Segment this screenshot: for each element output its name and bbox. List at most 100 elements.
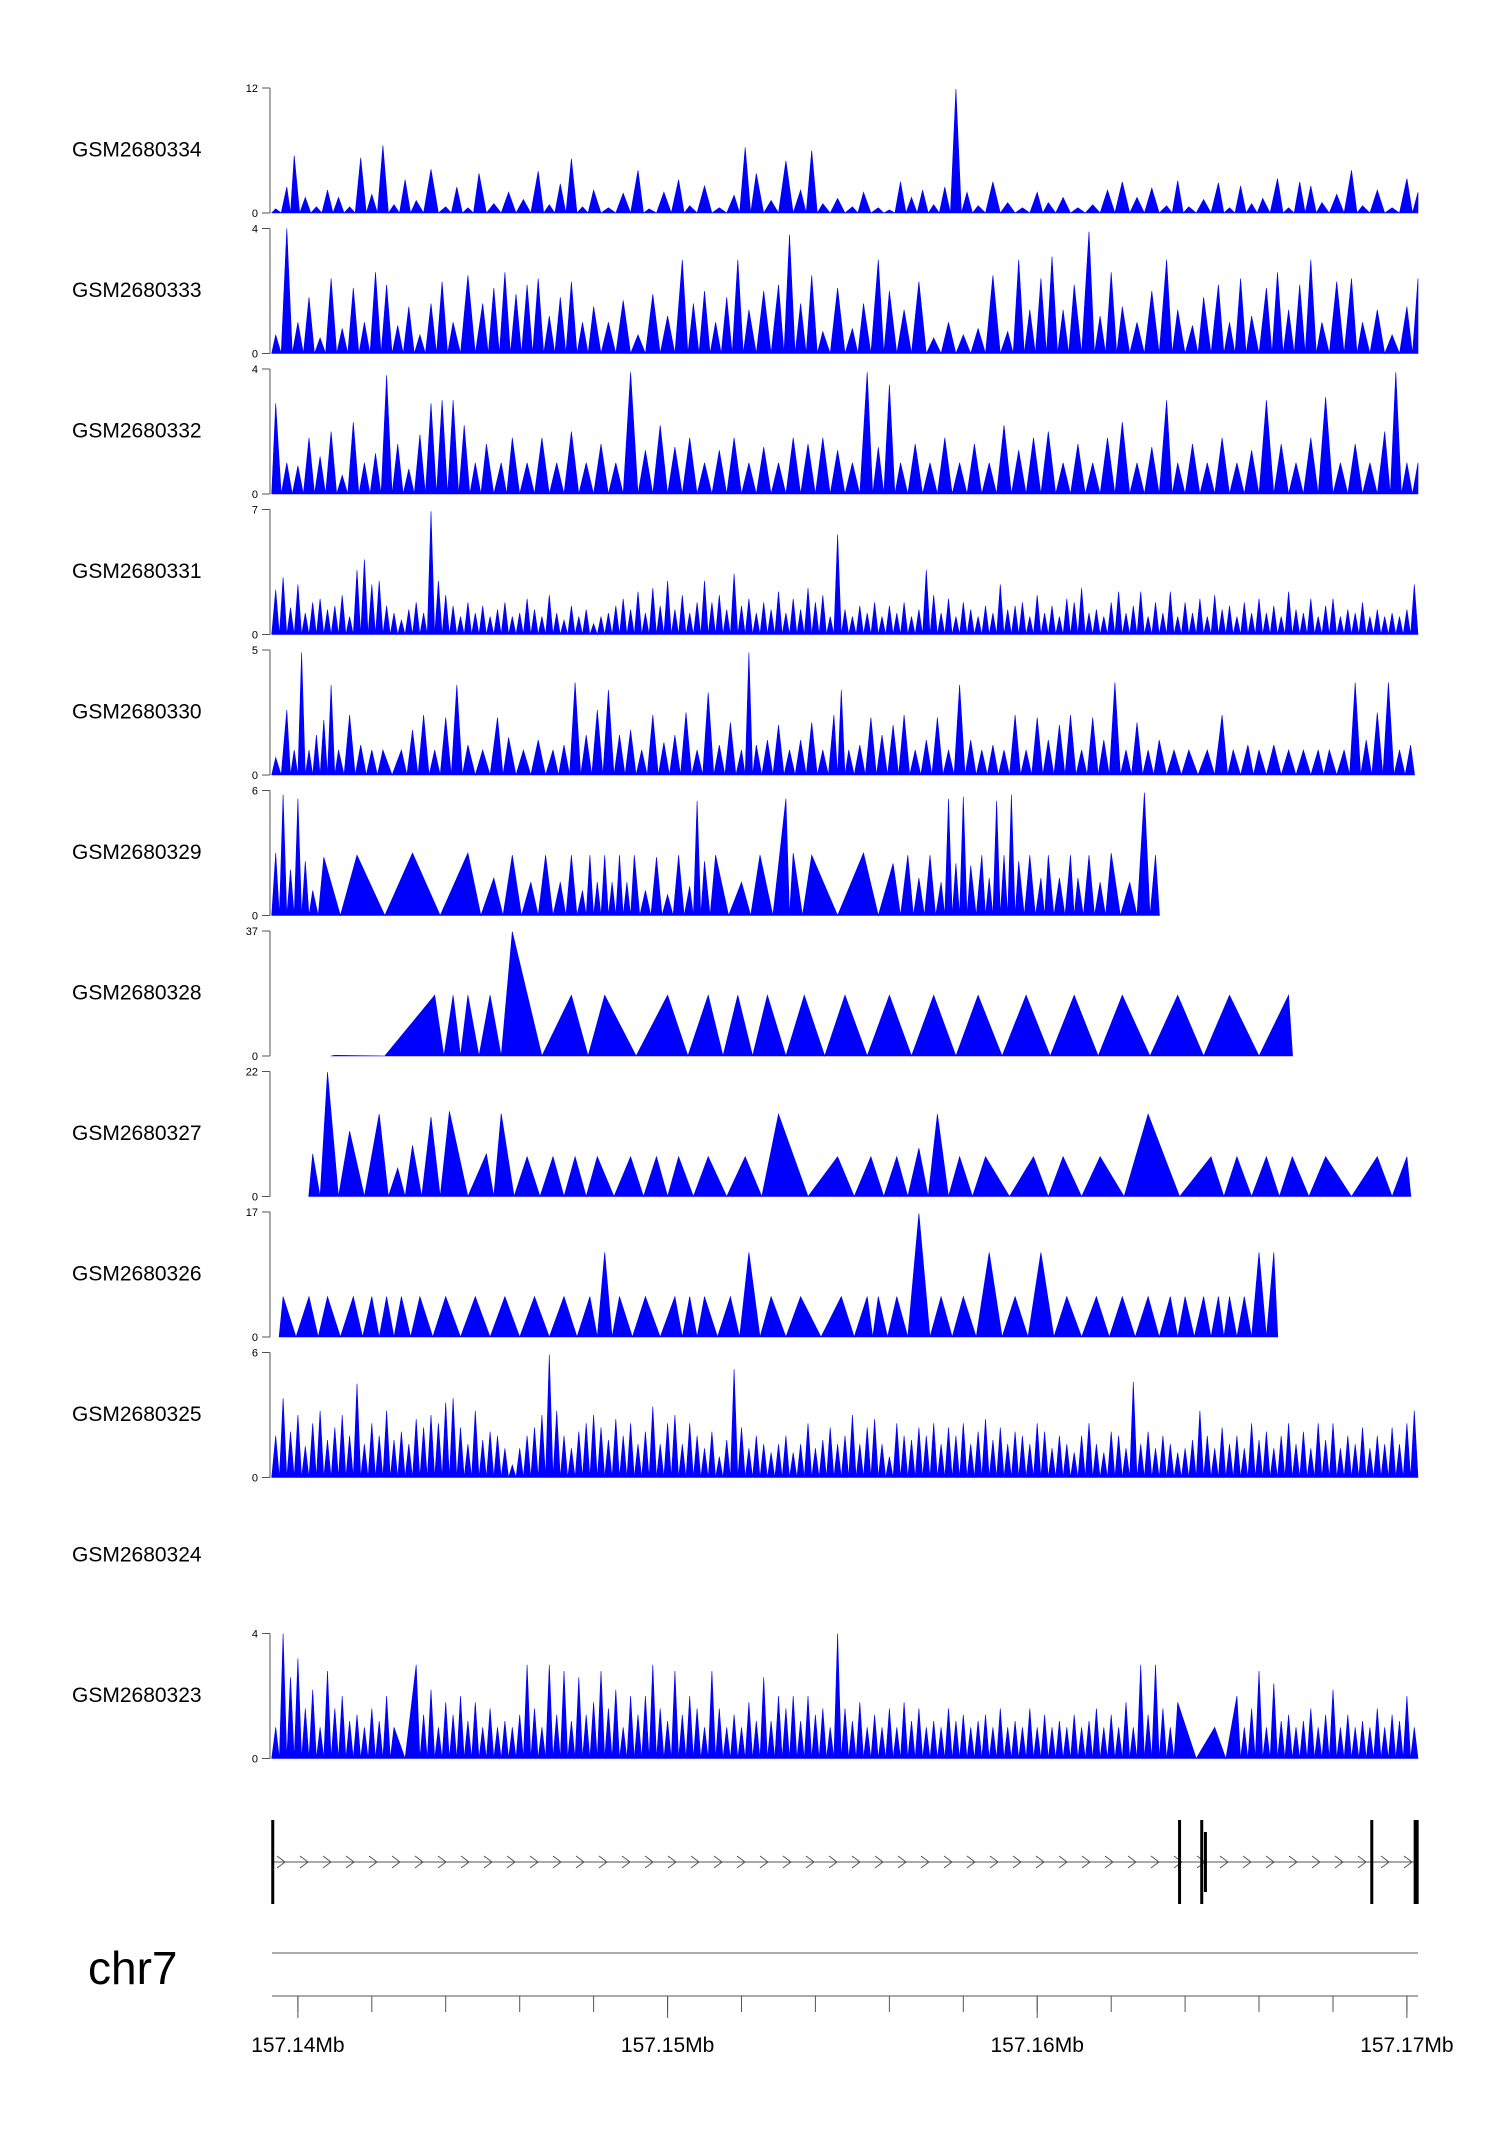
axis-tick-label: 157.16Mb (990, 2034, 1083, 2057)
strand-arrow-icon (828, 1855, 838, 1869)
signal-area (271, 511, 1419, 636)
track-GSM2680327: GSM2680327 22 0 (72, 1067, 1412, 1204)
track-GSM2680328: GSM2680328 37 0 (72, 926, 1293, 1063)
track-GSM2680333: GSM2680333 4 0 (72, 224, 1419, 361)
strand-arrow-icon (1081, 1855, 1091, 1869)
strand-arrow-icon (1311, 1855, 1321, 1869)
y-min-label: 0 (252, 1192, 258, 1204)
strand-arrow-icon (920, 1855, 930, 1869)
y-min-label: 0 (252, 630, 258, 642)
strand-arrow-icon (483, 1855, 493, 1869)
track-name-label: GSM2680329 (72, 841, 202, 864)
y-min-label: 0 (252, 349, 258, 361)
y-max-label: 22 (246, 1067, 258, 1079)
strand-arrow-icon (1127, 1855, 1137, 1869)
strand-arrow-icon (1242, 1855, 1252, 1869)
track-name-label: GSM2680325 (72, 1403, 202, 1426)
strand-arrow-icon (368, 1855, 378, 1869)
strand-arrow-icon (943, 1855, 953, 1869)
strand-arrow-icon (1012, 1855, 1022, 1869)
strand-arrow-icon (1104, 1855, 1114, 1869)
track-GSM2680331: GSM2680331 7 0 (72, 505, 1419, 642)
y-max-label: 6 (252, 1348, 258, 1360)
strand-arrow-icon (437, 1855, 447, 1869)
strand-arrow-icon (1334, 1855, 1344, 1869)
y-min-label: 0 (252, 1051, 258, 1063)
track-name-label: GSM2680333 (72, 279, 202, 302)
strand-arrow-icon (667, 1855, 677, 1869)
strand-arrow-icon (1035, 1855, 1045, 1869)
y-max-label: 6 (252, 786, 258, 798)
strand-arrow-icon (414, 1855, 424, 1869)
strand-arrow-icon (989, 1855, 999, 1869)
signal-area (271, 88, 1419, 215)
track-GSM2680334: GSM2680334 12 0 (72, 83, 1419, 220)
strand-arrow-icon (276, 1855, 286, 1869)
y-max-label: 17 (246, 1207, 258, 1219)
strand-arrow-icon (874, 1855, 884, 1869)
signal-area (271, 792, 1160, 917)
genome-axis: 157.14Mb 157.15Mb 157.16Mb 157.17Mb (251, 1996, 1454, 2057)
y-min-label: 0 (252, 208, 258, 220)
signal-area (271, 1354, 1419, 1478)
axis-tick-label: 157.17Mb (1360, 2034, 1453, 2057)
strand-arrow-icon (851, 1855, 861, 1869)
strand-arrow-icon (1173, 1855, 1183, 1869)
strand-arrow-icon (299, 1855, 309, 1869)
signal-area (271, 372, 1419, 495)
strand-arrow-icon (690, 1855, 700, 1869)
strand-arrow-icon (598, 1855, 608, 1869)
signal-area (278, 1213, 1279, 1339)
strand-arrow-icon (1150, 1855, 1160, 1869)
y-max-label: 4 (252, 224, 258, 236)
y-max-label: 37 (246, 926, 258, 938)
y-min-label: 0 (252, 1332, 258, 1344)
y-min-label: 0 (252, 911, 258, 923)
track-GSM2680324: GSM2680324 (72, 1544, 202, 1567)
track-GSM2680332: GSM2680332 4 0 (72, 364, 1419, 501)
strand-arrow-icon (1058, 1855, 1068, 1869)
track-GSM2680323: GSM2680323 4 0 (72, 1629, 1419, 1766)
gene-model (271, 1820, 1419, 1904)
y-max-label: 4 (252, 1629, 258, 1641)
chromosome-label: chr7 (88, 1942, 177, 1994)
track-name-label: GSM2680331 (72, 560, 202, 583)
strand-arrow-icon (460, 1855, 470, 1869)
strand-arrow-icon (1357, 1855, 1367, 1869)
signal-area (330, 931, 1293, 1058)
y-max-label: 7 (252, 505, 258, 517)
strand-arrow-icon (782, 1855, 792, 1869)
track-name-label: GSM2680324 (72, 1544, 202, 1567)
track-name-label: GSM2680327 (72, 1122, 202, 1145)
strand-arrow-icon (1288, 1855, 1298, 1869)
y-min-label: 0 (252, 770, 258, 782)
track-name-label: GSM2680328 (72, 982, 202, 1005)
track-name-label: GSM2680332 (72, 420, 202, 443)
y-min-label: 0 (252, 1754, 258, 1766)
strand-arrow-icon (805, 1855, 815, 1869)
strand-arrow-icon (529, 1855, 539, 1869)
y-max-label: 4 (252, 364, 258, 376)
axis-tick-label: 157.14Mb (251, 2034, 344, 2057)
strand-arrow-icon (1403, 1855, 1413, 1869)
strand-arrow-icon (552, 1855, 562, 1869)
track-GSM2680325: GSM2680325 6 0 (72, 1348, 1419, 1485)
y-min-label: 0 (252, 489, 258, 501)
strand-arrow-icon (644, 1855, 654, 1869)
strand-arrow-icon (736, 1855, 746, 1869)
signal-area (271, 228, 1419, 355)
strand-arrow-icon (506, 1855, 516, 1869)
strand-arrow-icon (897, 1855, 907, 1869)
strand-arrow-icon (1265, 1855, 1275, 1869)
signal-area (308, 1072, 1412, 1198)
ideogram-track: chr7 (88, 1942, 1418, 1997)
strand-arrow-icon (345, 1855, 355, 1869)
strand-arrow-icon (621, 1855, 631, 1869)
strand-arrow-icon (322, 1855, 332, 1869)
coverage-tracks: GSM2680334120GSM268033340GSM268033240GSM… (72, 83, 1419, 1766)
y-min-label: 0 (252, 1473, 258, 1485)
y-max-label: 12 (246, 83, 258, 95)
strand-arrow-icon (391, 1855, 401, 1869)
